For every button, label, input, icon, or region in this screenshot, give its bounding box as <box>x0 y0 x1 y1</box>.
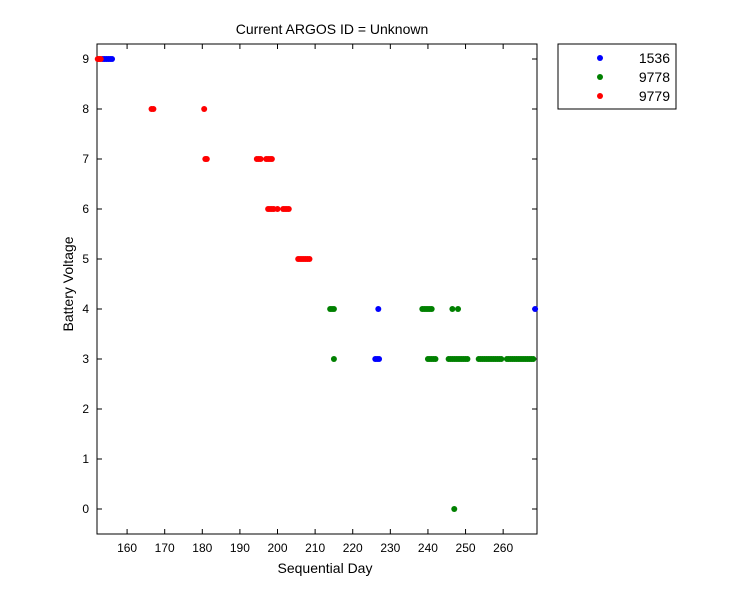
data-points <box>94 56 539 512</box>
y-axis-title: Battery Voltage <box>60 236 76 331</box>
data-point <box>274 206 281 212</box>
data-point <box>257 156 264 162</box>
x-tick-label: 210 <box>305 541 325 555</box>
y-tick-label: 1 <box>82 452 89 466</box>
legend-box <box>557 43 677 110</box>
data-point <box>109 56 116 62</box>
data-point <box>432 356 439 362</box>
y-tick-label: 0 <box>82 502 89 516</box>
x-tick-label: 170 <box>155 541 175 555</box>
data-point <box>498 356 505 362</box>
data-point <box>201 106 208 112</box>
data-point <box>455 306 462 312</box>
legend-marker <box>597 93 603 99</box>
x-tick-label: 180 <box>192 541 212 555</box>
data-point <box>330 356 337 362</box>
data-point <box>376 356 383 362</box>
y-tick-label: 2 <box>82 402 89 416</box>
x-tick-label: 190 <box>230 541 250 555</box>
axis-ticks: 160 170 180 190 200 210 220 230 240 250 260 0 1 2 3 4 5 6… <box>82 44 537 555</box>
y-tick-label: 6 <box>82 202 89 216</box>
data-point <box>449 306 456 312</box>
data-point <box>532 306 539 312</box>
data-point <box>203 156 210 162</box>
x-tick-label: 160 <box>117 541 137 555</box>
y-tick-label: 4 <box>82 302 89 316</box>
x-tick-label: 220 <box>343 541 363 555</box>
legend-label: 9779 <box>639 88 670 104</box>
y-tick-label: 3 <box>82 352 89 366</box>
y-tick-label: 5 <box>82 252 89 266</box>
data-point <box>97 56 104 62</box>
y-tick-label: 9 <box>82 52 89 66</box>
x-tick-label: 250 <box>456 541 476 555</box>
data-point <box>375 306 382 312</box>
legend: 1536 9778 9779 <box>557 43 677 110</box>
data-point <box>428 306 435 312</box>
chart-title: Current ARGOS ID = Unknown <box>236 21 429 37</box>
y-tick-label: 7 <box>82 152 89 166</box>
data-point <box>464 356 471 362</box>
data-point <box>306 256 313 262</box>
series-9778 <box>327 306 537 512</box>
data-point <box>530 356 537 362</box>
x-tick-label: 260 <box>493 541 513 555</box>
x-tick-label: 200 <box>267 541 287 555</box>
legend-label: 9778 <box>639 69 670 85</box>
data-point <box>451 506 458 512</box>
legend-marker <box>597 74 603 80</box>
data-point <box>330 306 337 312</box>
x-tick-label: 240 <box>418 541 438 555</box>
data-point <box>268 156 275 162</box>
y-tick-label: 8 <box>82 102 89 116</box>
plot-area <box>96 43 538 535</box>
data-point <box>285 206 292 212</box>
x-tick-label: 230 <box>380 541 400 555</box>
legend-marker <box>597 55 603 61</box>
data-point <box>150 106 157 112</box>
x-axis-title: Sequential Day <box>278 560 373 576</box>
legend-label: 1536 <box>639 50 670 66</box>
series-9779 <box>94 56 313 262</box>
